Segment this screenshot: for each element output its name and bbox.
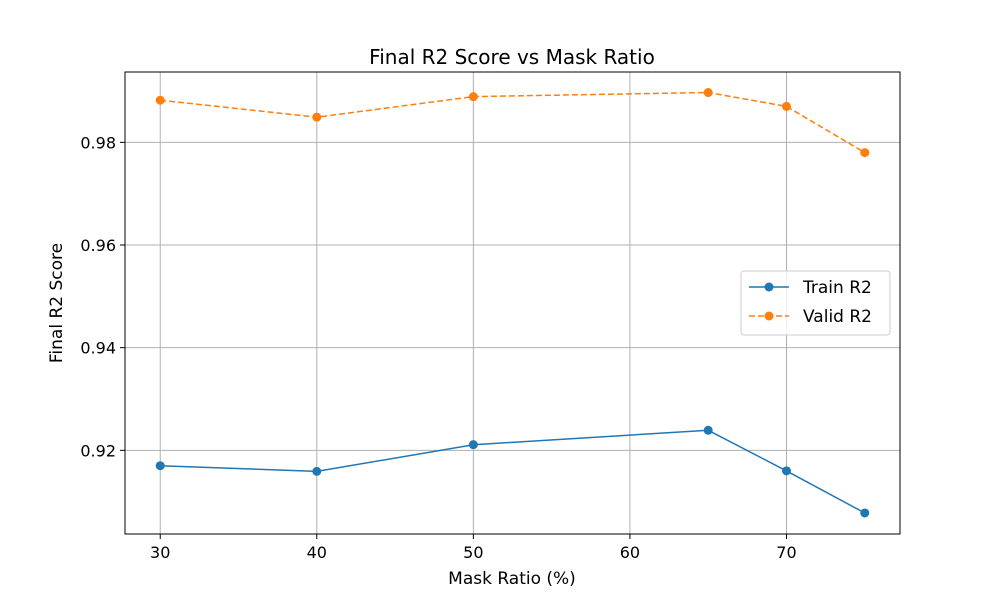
series-group bbox=[155, 425, 870, 518]
x-tick-label: 60 bbox=[620, 543, 640, 562]
series-layer bbox=[155, 88, 870, 518]
data-point bbox=[781, 101, 791, 111]
x-tick-label: 70 bbox=[776, 543, 796, 562]
y-tick-label: 0.96 bbox=[80, 236, 116, 255]
x-axis-label: Mask Ratio (%) bbox=[448, 569, 576, 589]
series-line bbox=[160, 429, 866, 514]
y-axis-label: Final R2 Score bbox=[47, 243, 67, 363]
data-point bbox=[860, 148, 870, 158]
data-point bbox=[312, 112, 322, 122]
legend-marker bbox=[764, 311, 774, 321]
ticks: 30 40 50 60 70 0.92 0.94 0.96 0.98 bbox=[80, 133, 796, 562]
data-point bbox=[312, 466, 322, 476]
data-point bbox=[703, 88, 713, 98]
data-point bbox=[468, 92, 478, 102]
legend-marker bbox=[764, 282, 774, 292]
legend: Train R2 Valid R2 bbox=[740, 270, 891, 336]
plot-area-frame bbox=[124, 71, 901, 535]
legend-label: Train R2 bbox=[802, 278, 872, 298]
x-tick-label: 40 bbox=[307, 543, 327, 562]
legend-item: Valid R2 bbox=[749, 307, 872, 327]
legend-label: Valid R2 bbox=[803, 307, 872, 327]
data-point bbox=[468, 440, 478, 450]
series-line bbox=[160, 91, 866, 154]
y-tick-label: 0.92 bbox=[80, 441, 116, 460]
y-tick-label: 0.94 bbox=[80, 339, 116, 358]
data-point bbox=[860, 508, 870, 518]
y-tick-label: 0.98 bbox=[80, 133, 116, 152]
data-point bbox=[155, 95, 165, 105]
x-tick-label: 30 bbox=[150, 543, 170, 562]
chart-title: Final R2 Score vs Mask Ratio bbox=[369, 45, 655, 69]
data-point bbox=[703, 425, 713, 435]
data-point bbox=[781, 466, 791, 476]
data-point bbox=[155, 461, 165, 471]
x-tick-label: 50 bbox=[463, 543, 483, 562]
legend-item: Train R2 bbox=[749, 278, 872, 298]
series-group bbox=[155, 88, 870, 158]
